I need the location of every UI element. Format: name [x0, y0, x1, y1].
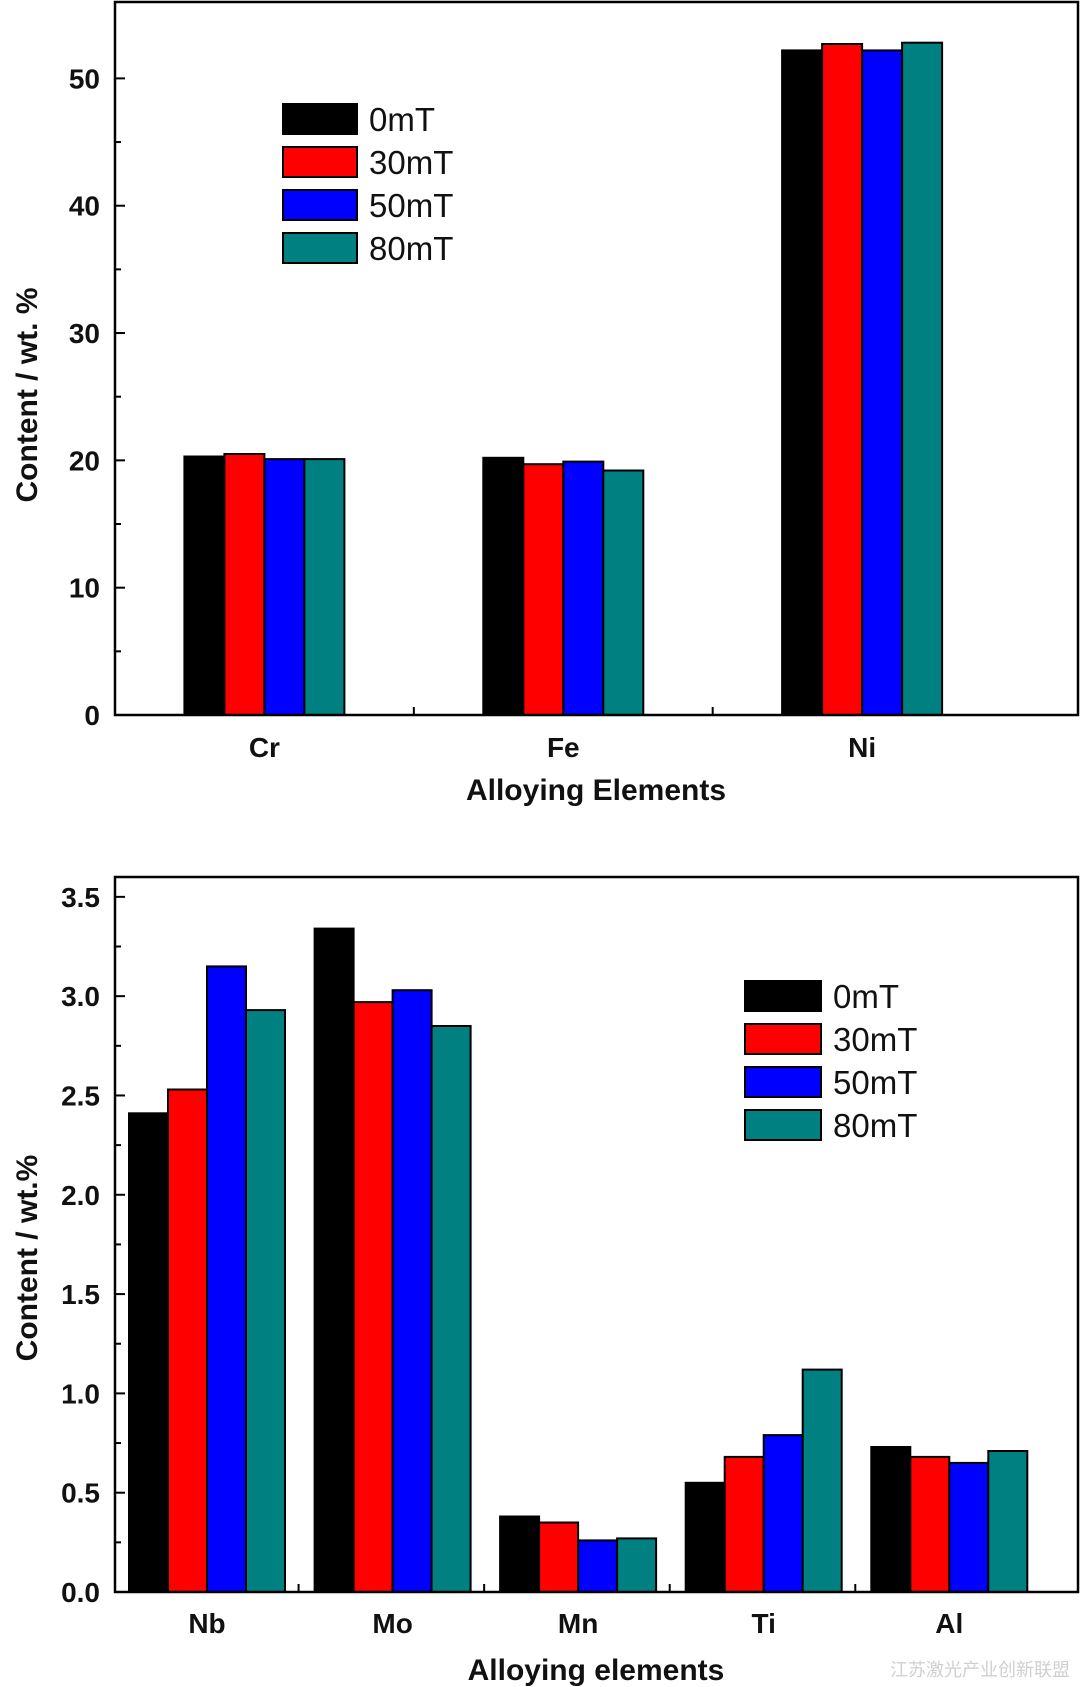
top-chart-ticks — [115, 77, 714, 716]
bar-ti-80mt — [801, 1368, 843, 1593]
legend-swatch-50mt — [282, 189, 358, 221]
bottom-chart-x-tick-labels: Nb Mo Mn Ti Al — [188, 1608, 963, 1639]
bar-cr-50mt — [263, 458, 306, 716]
top-chart-x-axis-title: Alloying Elements — [466, 774, 726, 807]
bottom-chart-ticks — [115, 895, 857, 1593]
x-tick-label-cr: Cr — [249, 732, 280, 763]
bar-fe-0mt — [482, 456, 525, 716]
bar-nb-30mt — [167, 1088, 208, 1593]
bar-al-80mt — [987, 1450, 1029, 1593]
top-chart-y-tick-labels: 0 10 20 30 40 50 — [69, 63, 100, 731]
bar-mo-50mt — [391, 989, 433, 1593]
bar-al-0mt — [870, 1446, 912, 1593]
bar-nb-80mt — [245, 1009, 286, 1593]
bar-mo-80mt — [430, 1025, 472, 1593]
legend-label-30mt: 30mT — [369, 144, 453, 181]
bar-mo-0mt — [313, 927, 355, 1593]
legend-swatch-30mt — [744, 1023, 822, 1055]
bottom-bar-chart: 0.0 0.5 1.0 1.5 2.0 2.5 3.0 3.5 Nb Mo Mn Ti Al Allo… — [11, 875, 1080, 1687]
y-tick-label: 0 — [84, 700, 100, 731]
x-tick-label-ni: Ni — [848, 732, 876, 763]
top-chart-legend: 0mT 30mT 50mT 80mT — [282, 101, 453, 267]
bar-al-50mt — [948, 1461, 990, 1594]
y-tick-label: 3.5 — [61, 882, 100, 913]
y-tick-label: 20 — [69, 445, 100, 476]
bar-ni-50mt — [861, 49, 904, 716]
legend-swatch-80mt — [744, 1109, 822, 1141]
legend-swatch-30mt — [282, 146, 358, 178]
legend-label-30mt: 30mT — [833, 1021, 917, 1058]
y-tick-label: 40 — [69, 191, 100, 222]
bar-mo-30mt — [352, 1001, 394, 1593]
bar-ni-80mt — [901, 41, 944, 716]
plot-frame — [113, 875, 1080, 1594]
legend-label-50mt: 50mT — [369, 187, 453, 224]
y-tick-label: 10 — [69, 573, 100, 604]
bar-mn-30mt — [538, 1521, 580, 1593]
bottom-chart-y-axis-title: Content / wt.% — [11, 1155, 44, 1362]
plot-frame — [113, 0, 1080, 717]
legend-swatch-0mt — [282, 103, 358, 135]
legend-swatch-80mt — [282, 232, 358, 264]
bar-cr-0mt — [183, 455, 226, 716]
x-tick-label-nb: Nb — [188, 1608, 225, 1639]
top-bar-chart: 0 10 20 30 40 50 Cr Fe Ni Alloying Elements Con… — [11, 0, 1080, 807]
legend-label-80mt: 80mT — [833, 1107, 917, 1144]
bar-al-30mt — [909, 1455, 951, 1594]
y-tick-label: 1.0 — [61, 1378, 100, 1409]
bar-cr-80mt — [303, 458, 346, 716]
bottom-chart-axes — [113, 875, 1080, 1594]
bar-nb-50mt — [206, 965, 247, 1593]
bar-fe-50mt — [562, 460, 605, 716]
y-tick-label: 50 — [69, 63, 100, 94]
bar-ti-50mt — [762, 1434, 804, 1593]
watermark-text: 江苏激光产业创新联盟 — [890, 1660, 1070, 1681]
y-tick-label: 3.0 — [61, 981, 100, 1012]
bar-mn-80mt — [616, 1537, 658, 1594]
bar-ni-0mt — [781, 49, 824, 716]
bar-ni-30mt — [821, 43, 864, 716]
y-tick-label: 2.0 — [61, 1180, 100, 1211]
y-tick-label: 0.5 — [61, 1478, 100, 1509]
bar-mn-50mt — [577, 1539, 619, 1594]
y-tick-label: 2.5 — [61, 1080, 100, 1111]
top-chart-bars — [183, 41, 944, 717]
legend-swatch-0mt — [744, 980, 822, 1012]
bar-ti-0mt — [684, 1481, 726, 1594]
legend-swatch-50mt — [744, 1066, 822, 1098]
legend-label-0mt: 0mT — [369, 101, 435, 138]
y-tick-label: 30 — [69, 318, 100, 349]
legend-label-0mt: 0mT — [833, 978, 899, 1015]
bar-mn-0mt — [499, 1515, 541, 1593]
bar-ti-30mt — [723, 1455, 765, 1594]
bottom-chart-y-tick-labels: 0.0 0.5 1.0 1.5 2.0 2.5 3.0 3.5 — [61, 882, 100, 1608]
y-tick-label: 1.5 — [61, 1279, 100, 1310]
x-tick-label-mo: Mo — [372, 1608, 412, 1639]
bottom-chart-legend: 0mT 30mT 50mT 80mT — [744, 978, 917, 1144]
bottom-chart-x-axis-title: Alloying elements — [468, 1654, 725, 1687]
legend-label-80mt: 80mT — [369, 230, 453, 267]
x-tick-label-mn: Mn — [558, 1608, 598, 1639]
x-tick-label-fe: Fe — [547, 732, 580, 763]
top-chart-x-tick-labels: Cr Fe Ni — [249, 732, 876, 763]
x-tick-label-al: Al — [935, 1608, 963, 1639]
bar-fe-80mt — [602, 469, 645, 716]
top-chart-y-axis-title: Content / wt. % — [11, 288, 44, 503]
bar-cr-30mt — [223, 453, 266, 716]
top-chart-axes — [113, 0, 1080, 717]
x-tick-label-ti: Ti — [752, 1608, 776, 1639]
y-tick-label: 0.0 — [61, 1577, 100, 1608]
legend-label-50mt: 50mT — [833, 1064, 917, 1101]
bar-nb-0mt — [128, 1112, 169, 1594]
bar-fe-30mt — [522, 463, 565, 717]
